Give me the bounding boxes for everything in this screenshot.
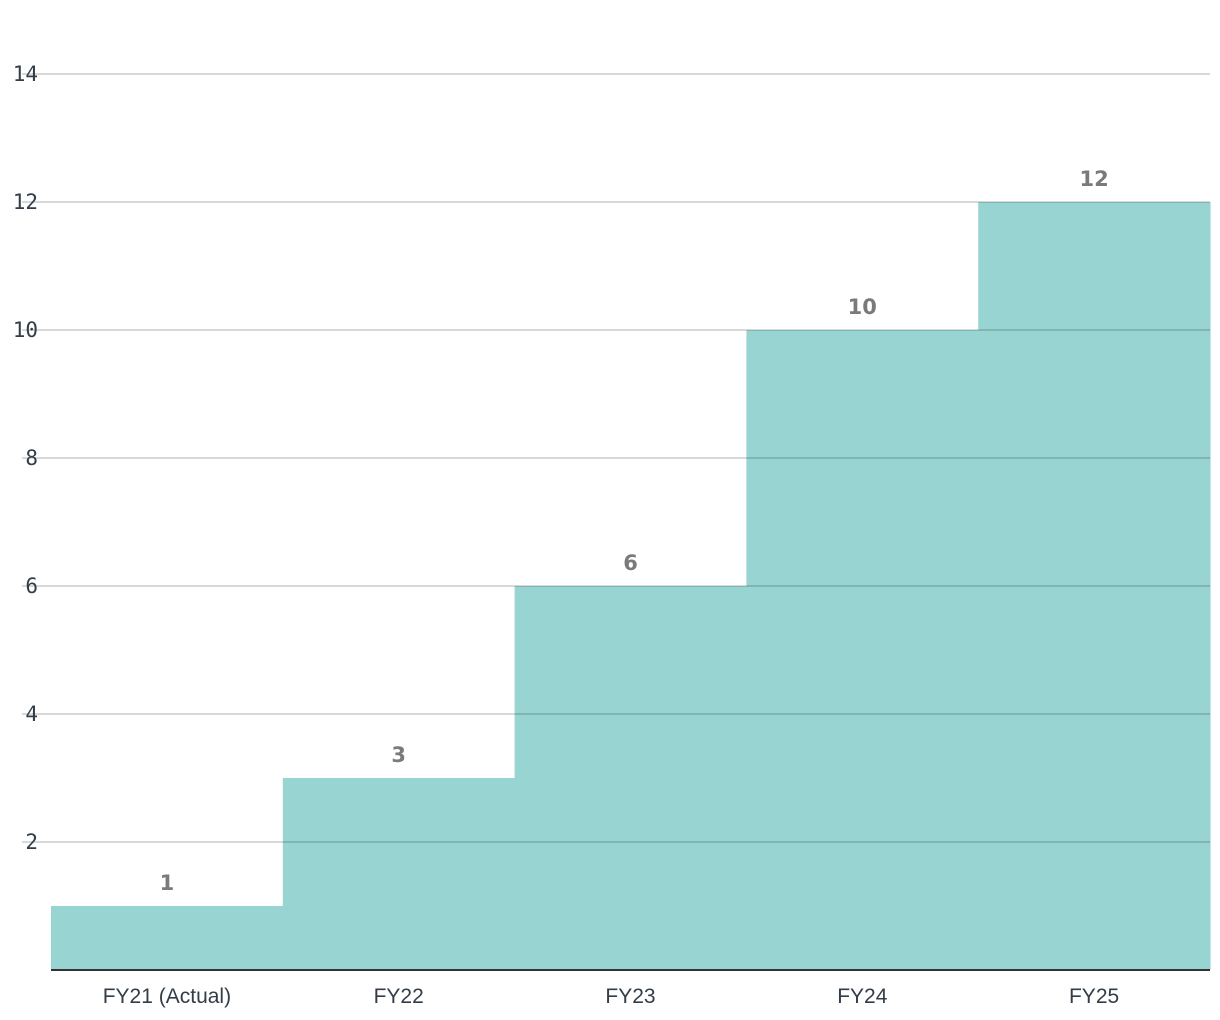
y-tick-label: 14 (13, 62, 38, 86)
gridlines (22, 73, 1210, 843)
data-label: 6 (623, 551, 638, 575)
y-axis-tick-labels: 2 4 6 8 10 12 14 (13, 62, 38, 854)
bar-3 (514, 586, 747, 970)
y-tick-label: 6 (25, 574, 38, 598)
x-tick-label: FY23 (605, 985, 655, 1008)
x-tick-label: FY21 (Actual) (103, 985, 231, 1008)
y-tick-label: 8 (25, 446, 38, 470)
data-labels: 1 3 6 10 12 (160, 167, 1109, 895)
bar-5 (978, 202, 1211, 970)
bars-layer (51, 202, 1211, 970)
data-label: 12 (1079, 167, 1108, 191)
data-label: 3 (391, 743, 406, 767)
x-tick-label: FY22 (374, 985, 424, 1008)
y-tick-label: 12 (13, 190, 38, 214)
x-tick-label: FY24 (837, 985, 888, 1008)
y-tick-label: 4 (25, 702, 38, 726)
bar-4 (746, 330, 979, 970)
y-tick-label: 10 (13, 318, 38, 342)
x-axis-category-labels: FY21 (Actual) FY22 FY23 FY24 FY25 (103, 985, 1119, 1008)
data-label: 1 (160, 871, 175, 895)
bar-2 (282, 778, 516, 970)
bar-1 (51, 906, 284, 970)
y-tick-label: 2 (25, 830, 38, 854)
x-tick-label: FY25 (1069, 985, 1119, 1008)
data-label: 10 (848, 295, 877, 319)
